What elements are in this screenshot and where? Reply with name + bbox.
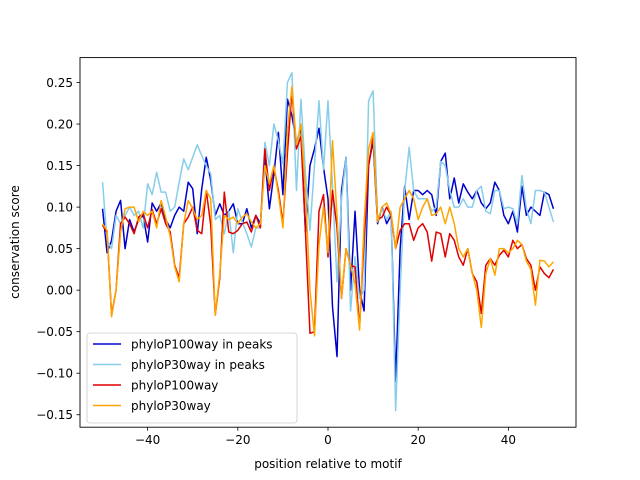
legend-label-3: phyloP30way <box>131 399 211 413</box>
x-tick-label: 0 <box>324 433 332 447</box>
x-tick-label: −40 <box>135 433 160 447</box>
legend: phyloP100way in peaks phyloP30way in peak… <box>86 332 298 424</box>
y-tick-label: 0.05 <box>46 242 73 256</box>
y-tick-label: −0.10 <box>36 367 73 381</box>
legend-box <box>86 332 298 424</box>
x-tick-label: −20 <box>225 433 250 447</box>
y-tick-label: −0.05 <box>36 325 73 339</box>
legend-label-0: phyloP100way in peaks <box>131 337 273 351</box>
x-tick-label: 40 <box>501 433 516 447</box>
y-tick-label: 0.10 <box>46 200 73 214</box>
legend-label-2: phyloP100way <box>131 378 218 392</box>
legend-label-1: phyloP30way in peaks <box>131 358 265 372</box>
y-tick-label: 0.20 <box>46 117 73 131</box>
y-tick-label: −0.15 <box>36 408 73 422</box>
y-axis: −0.15 −0.10 −0.05 0.00 0.05 0.10 0.15 0.20 0.25 <box>36 76 80 422</box>
series-layer <box>101 71 555 412</box>
series-line-0 <box>101 98 555 383</box>
y-tick-label: 0.15 <box>46 159 73 173</box>
x-tick-label: 20 <box>411 433 426 447</box>
series-line-3 <box>101 85 555 337</box>
x-axis-label: position relative to motif <box>254 457 402 471</box>
series-line-1 <box>101 71 555 412</box>
y-tick-label: 0.00 <box>46 283 73 297</box>
x-axis: −40 −20 0 20 40 <box>135 427 516 447</box>
y-tick-label: 0.25 <box>46 76 73 90</box>
y-axis-label: conservation score <box>8 185 22 299</box>
series-line-2 <box>101 90 555 335</box>
